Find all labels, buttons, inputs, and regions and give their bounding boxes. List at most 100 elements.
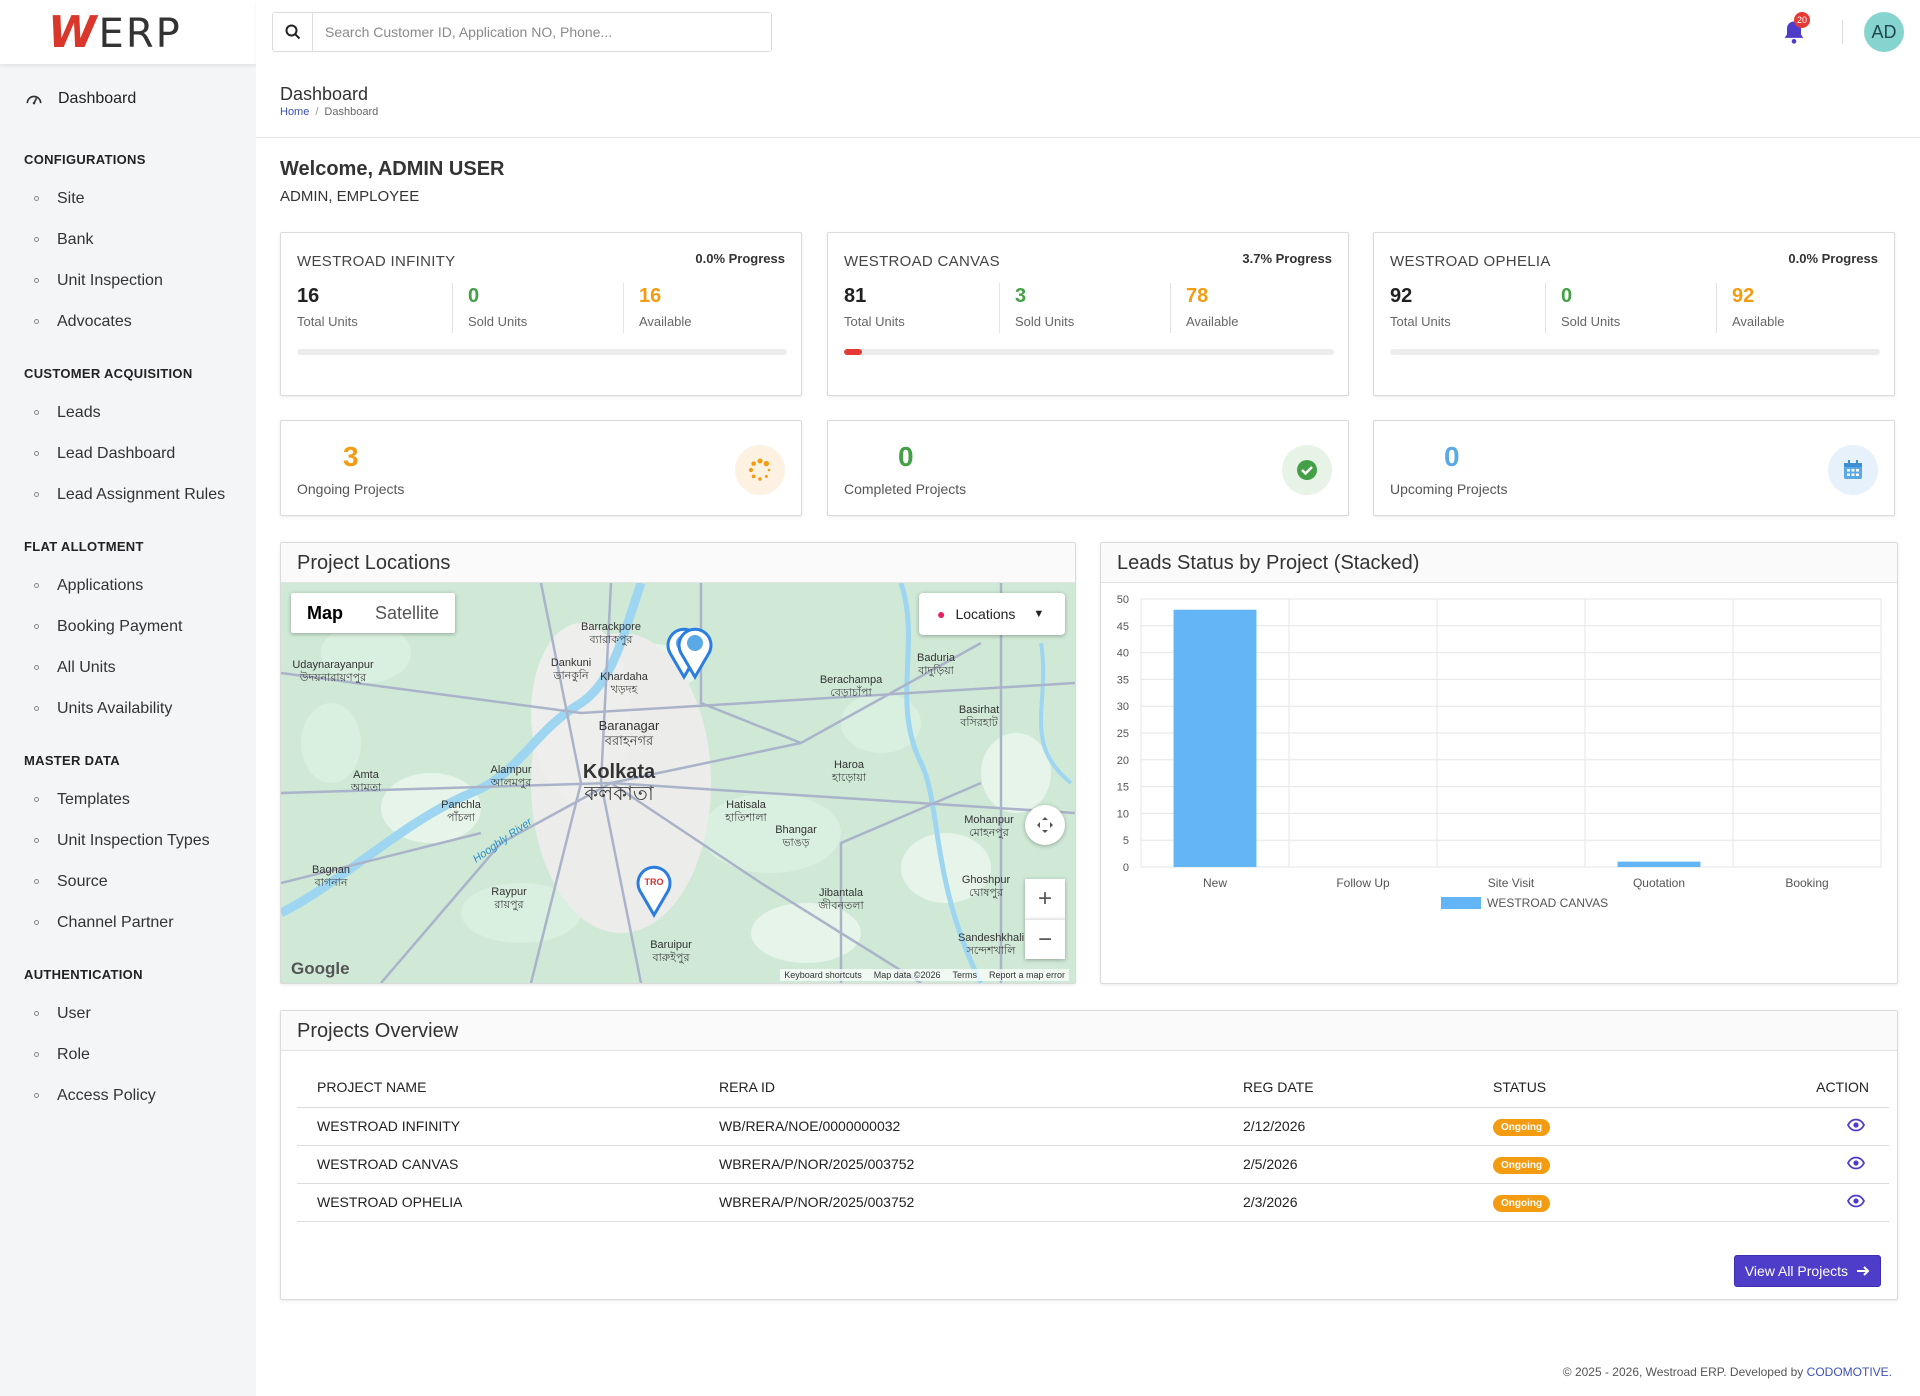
stat-sold: 0 Sold Units (1561, 285, 1711, 329)
sidebar-item-bank[interactable]: Bank (0, 219, 256, 260)
map-terrain-patch (981, 733, 1051, 813)
project-name: WESTROAD OPHELIA (1390, 253, 1551, 270)
sidebar-item-units-availability[interactable]: Units Availability (0, 688, 256, 729)
sidebar-item-site[interactable]: Site (0, 178, 256, 219)
map-attribution-item[interactable]: Terms (952, 970, 977, 980)
view-eye-icon[interactable] (1846, 1194, 1866, 1211)
project-card[interactable]: WESTROAD OPHELIA 0.0% Progress 92 Total Uni… (1373, 232, 1895, 396)
sidebar-item-all-units[interactable]: All Units (0, 647, 256, 688)
locations-dropdown[interactable]: ● Locations ▼ (919, 593, 1065, 635)
view-eye-icon[interactable] (1846, 1118, 1866, 1135)
stat-divider (1545, 283, 1546, 333)
sidebar-item-channel-partner[interactable]: Channel Partner (0, 902, 256, 943)
sidebar-item-lead-dashboard[interactable]: Lead Dashboard (0, 433, 256, 474)
search-box (272, 12, 772, 52)
sidebar-item-templates[interactable]: Templates (0, 779, 256, 820)
avatar[interactable]: AD (1864, 12, 1904, 52)
table-row: WESTROAD INFINITY WB/RERA/NOE/0000000032 2… (297, 1107, 1889, 1146)
map-river-label: Hooghly River (471, 815, 536, 865)
logo[interactable]: WERP (0, 0, 256, 64)
map-attribution-item[interactable]: Report a map error (988, 970, 1065, 980)
project-name: WESTROAD INFINITY (297, 253, 456, 270)
map-place-label: Udaynarayanpur (292, 659, 374, 671)
map-terrain-patch (701, 793, 841, 873)
table-header-row: PROJECT NAME RERA ID REG DATE STATUS ACT… (297, 1067, 1889, 1108)
zoom-in-button[interactable]: + (1025, 879, 1065, 919)
bullet-icon (34, 838, 39, 843)
summary-label: Completed Projects (844, 481, 967, 497)
chart-ytick-label: 20 (1117, 755, 1129, 767)
project-card[interactable]: WESTROAD CANVAS 3.7% Progress 81 Total Unit… (827, 232, 1349, 396)
sidebar-item-unit-inspection[interactable]: Unit Inspection (0, 260, 256, 301)
project-marker[interactable] (677, 627, 713, 680)
sidebar-item-unit-inspection-types[interactable]: Unit Inspection Types (0, 820, 256, 861)
fullscreen-toggle[interactable] (1025, 805, 1065, 845)
sidebar-item-dashboard[interactable]: Dashboard (0, 70, 256, 128)
sidebar-item-advocates[interactable]: Advocates (0, 301, 256, 342)
chart-bar[interactable] (1173, 609, 1257, 867)
sidebar-section-items: Templates Unit Inspection Types Source Chan… (0, 779, 256, 943)
sidebar-section-title: AUTHENTICATION (24, 967, 143, 982)
sidebar-item-booking-payment[interactable]: Booking Payment (0, 606, 256, 647)
sidebar-item-source[interactable]: Source (0, 861, 256, 902)
sidebar-item-label: Lead Assignment Rules (57, 485, 226, 503)
map-attribution-item[interactable]: Keyboard shortcuts (784, 970, 862, 980)
breadcrumb-current: Dashboard (324, 106, 379, 118)
stat-label: Total Units (297, 314, 358, 329)
progress-bar (297, 349, 787, 355)
map-place-label: Barrackpore (581, 621, 641, 633)
summary-card[interactable]: 3 Ongoing Projects (280, 420, 802, 516)
calendar-icon (1828, 445, 1878, 495)
search-input[interactable] (313, 13, 771, 51)
summary-label: Upcoming Projects (1390, 481, 1508, 497)
bullet-icon (34, 665, 39, 670)
sidebar-item-label: Access Policy (57, 1086, 156, 1104)
sidebar-item-role[interactable]: Role (0, 1034, 256, 1075)
stat-value: 92 (1732, 285, 1755, 307)
stat-available: 16 Available (639, 285, 789, 329)
map-place-sublabel: সন্দেশখালি (966, 944, 1017, 957)
chart-ytick-label: 40 (1117, 648, 1129, 660)
zoom-out-button[interactable]: − (1025, 919, 1065, 959)
sidebar-item-applications[interactable]: Applications (0, 565, 256, 606)
welcome-heading: Welcome, ADMIN USER (280, 158, 505, 180)
view-eye-icon[interactable] (1846, 1156, 1866, 1173)
chart-bar[interactable] (1617, 861, 1701, 867)
stat-value: 16 (639, 285, 662, 307)
sidebar-item-user[interactable]: User (0, 993, 256, 1034)
map-place-label: Raypur (491, 886, 527, 898)
breadcrumb-home[interactable]: Home (280, 106, 310, 118)
bullet-icon (34, 278, 39, 283)
stat-label: Total Units (1390, 314, 1451, 329)
bullet-icon (34, 196, 39, 201)
footer-brand-link[interactable]: CODOMOTIVE. (1806, 1365, 1892, 1379)
stat-label: Total Units (844, 314, 905, 329)
sidebar-item-label: Channel Partner (57, 913, 174, 931)
search-icon[interactable] (273, 13, 313, 51)
stat-label: Available (639, 314, 692, 329)
caret-down-icon: ▼ (1033, 608, 1045, 620)
project-card[interactable]: WESTROAD INFINITY 0.0% Progress 16 Total Un… (280, 232, 802, 396)
col-status: STATUS (1473, 1067, 1735, 1108)
pin-icon: ● (937, 606, 946, 622)
cell-reg-date: 2/12/2026 (1223, 1107, 1473, 1146)
map-place-sublabel: ভাঙড় (781, 836, 809, 849)
stat-label: Available (1186, 314, 1239, 329)
map-tab-satellite[interactable]: Satellite (375, 603, 440, 623)
map-tab-map[interactable]: Map (307, 603, 343, 623)
sidebar-item-lead-assignment-rules[interactable]: Lead Assignment Rules (0, 474, 256, 515)
project-marker[interactable] (636, 865, 672, 918)
sidebar-section-title: CONFIGURATIONS (24, 152, 146, 167)
view-all-projects-button[interactable]: View All Projects (1733, 1255, 1881, 1287)
summary-card[interactable]: 0 Completed Projects (827, 420, 1349, 516)
chart-ytick-label: 30 (1117, 701, 1129, 713)
project-map[interactable]: Kolkata কলকাতা Baranagar বরাহনগর Barrackpore… (281, 583, 1075, 983)
sidebar-item-leads[interactable]: Leads (0, 392, 256, 433)
map-place-label: Sandeshkhali (958, 932, 1024, 944)
sidebar-item-access-policy[interactable]: Access Policy (0, 1075, 256, 1116)
summary-card[interactable]: 0 Upcoming Projects (1373, 420, 1895, 516)
map-terrain-patch (901, 833, 991, 903)
chart-legend-swatch[interactable] (1441, 897, 1481, 909)
progress-bar-fill (844, 349, 863, 355)
